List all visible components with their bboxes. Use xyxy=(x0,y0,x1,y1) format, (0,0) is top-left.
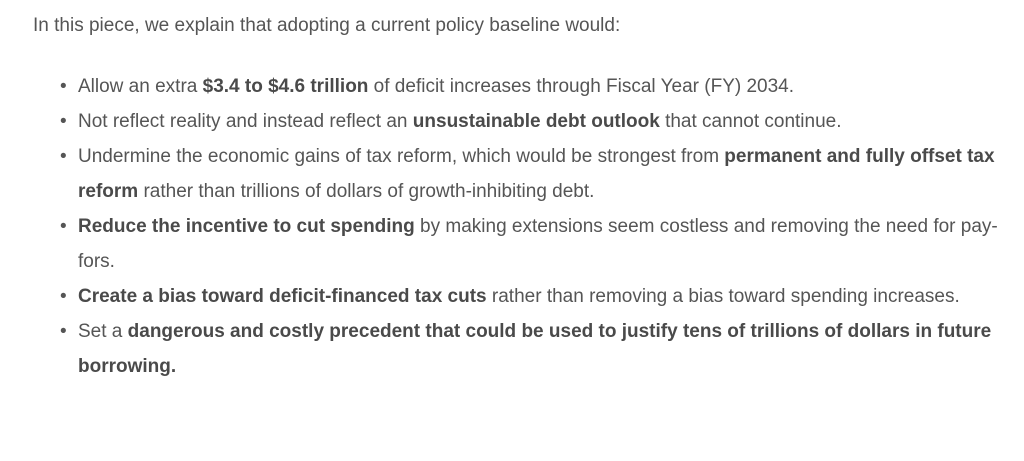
article-body: In this piece, we explain that adopting … xyxy=(33,8,1008,384)
bullet-dot-icon: • xyxy=(60,146,67,167)
list-item-text-normal: Allow an extra xyxy=(78,76,203,97)
list-item-text-bold: Create a bias toward deficit-financed ta… xyxy=(78,286,487,307)
list-item-text-normal: rather than removing a bias toward spend… xyxy=(486,286,960,307)
bullet-dot-icon: • xyxy=(60,321,67,342)
list-item: • Create a bias toward deficit-financed t… xyxy=(60,279,1008,314)
list-item-text-bold: Reduce the incentive to cut spending xyxy=(78,216,415,237)
list-item-text-normal: Not reflect reality and instead reflect … xyxy=(78,111,413,132)
list-item-text-normal: Set a xyxy=(78,321,128,342)
list-item-text-normal: that cannot continue. xyxy=(659,111,842,132)
list-item-text-normal: of deficit increases through Fiscal Year… xyxy=(368,76,795,97)
list-item: • Allow an extra $3.4 to $4.6 trillion of… xyxy=(60,69,1008,104)
list-item-text-bold: unsustainable debt outlook xyxy=(412,111,660,132)
list-item-text-bold: dangerous and costly precedent that coul… xyxy=(78,321,992,377)
bullet-dot-icon: • xyxy=(60,76,67,97)
list-item-text-normal: Undermine the economic gains of tax refo… xyxy=(78,146,725,167)
bullet-dot-icon: • xyxy=(60,286,67,307)
list-item-text-bold: $3.4 to $4.6 trillion xyxy=(202,76,369,97)
list-item-text-normal: by making extensions seem costless and r… xyxy=(78,216,998,272)
list-item: • Undermine the economic gains of tax ref… xyxy=(60,139,1008,209)
list-item-text-bold: permanent and fully offset tax reform xyxy=(78,146,995,202)
bullet-dot-icon: • xyxy=(60,111,67,132)
intro-paragraph: In this piece, we explain that adopting … xyxy=(33,15,621,36)
bullet-dot-icon: • xyxy=(60,216,67,237)
list-item-text-normal: rather than trillions of dollars of grow… xyxy=(138,181,595,202)
list-item: • Not reflect reality and instead reflect… xyxy=(60,104,1008,139)
list-item: • Set a dangerous and costly precedent th… xyxy=(60,314,1008,384)
list-item: • Reduce the incentive to cut spending by… xyxy=(60,209,1008,279)
bullet-list: • Allow an extra $3.4 to $4.6 trillion of… xyxy=(33,69,1008,384)
